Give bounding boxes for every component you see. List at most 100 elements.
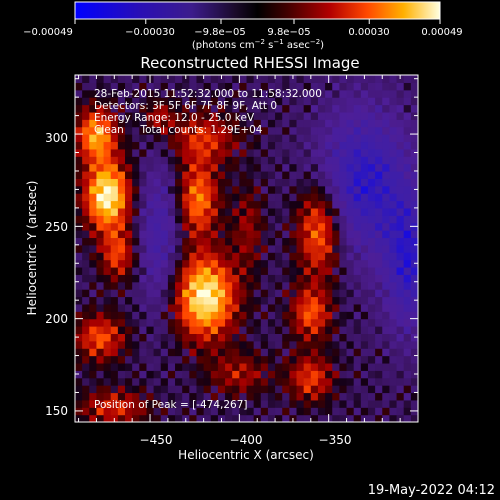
heatmap-cell (196, 252, 205, 261)
heatmap-cell (125, 163, 133, 172)
heatmap-cell (189, 119, 198, 128)
heatmap-cell (339, 414, 348, 422)
heatmap-cell (267, 266, 276, 275)
heatmap-cell (175, 215, 183, 224)
heatmap-cell (146, 148, 155, 157)
heatmap-cell (189, 385, 198, 394)
heatmap-cell (360, 303, 369, 312)
heatmap-cell (325, 97, 333, 106)
heatmap-cell (375, 289, 383, 298)
heatmap-cell (125, 178, 133, 187)
heatmap-cell (167, 134, 176, 143)
heatmap-cell (375, 303, 383, 312)
heatmap-cell (175, 134, 183, 143)
heatmap-cell (96, 141, 105, 150)
heatmap-cell (167, 104, 176, 113)
heatmap-cell (375, 230, 383, 239)
heatmap-cell (239, 303, 248, 312)
heatmap-cell (89, 200, 98, 209)
heatmap-cell (160, 111, 169, 120)
heatmap-cell (232, 355, 240, 364)
heatmap-cell (196, 392, 205, 401)
heatmap-cell (332, 134, 340, 143)
heatmap-cell (82, 348, 90, 357)
heatmap-cell (260, 75, 269, 83)
heatmap-cell (282, 222, 290, 231)
heatmap-cell (182, 311, 190, 320)
x-tick-label-0: −450 (140, 433, 173, 447)
heatmap-cell (275, 362, 283, 371)
heatmap-cell (303, 348, 312, 357)
heatmap-cell (325, 281, 333, 290)
heatmap-cell (189, 362, 198, 371)
heatmap-cell (103, 119, 112, 128)
heatmap-cell (103, 370, 112, 379)
heatmap-cell (203, 414, 212, 422)
y-tick-label-0: 150 (45, 404, 68, 418)
heatmap-cell (89, 111, 98, 120)
heatmap-cell (325, 89, 333, 98)
heatmap-cell (146, 244, 155, 253)
heatmap-cell (396, 296, 405, 305)
heatmap-cell (75, 134, 83, 143)
heatmap-cell (153, 104, 162, 113)
heatmap-cell (260, 266, 269, 275)
heatmap-cell (232, 134, 240, 143)
heatmap-cell (375, 348, 383, 357)
heatmap-cell (310, 119, 319, 128)
heatmap-cell (167, 289, 176, 298)
heatmap-cell (360, 333, 369, 342)
heatmap-cell (225, 281, 233, 290)
heatmap-cell (139, 170, 148, 179)
heatmap-cell (232, 222, 240, 231)
heatmap-cell (75, 215, 83, 224)
heatmap-cell (203, 163, 212, 172)
heatmap-cell (196, 259, 205, 268)
heatmap-cell (282, 89, 290, 98)
heatmap-cell (75, 266, 83, 275)
heatmap-cell (396, 318, 405, 327)
heatmap-cell (260, 326, 269, 334)
heatmap-cell (339, 178, 348, 187)
heatmap-cell (153, 170, 162, 179)
heatmap-cell (175, 222, 183, 231)
heatmap-cell (160, 215, 169, 224)
heatmap-cell (175, 119, 183, 128)
heatmap-cell (232, 104, 240, 113)
heatmap-cell (389, 185, 398, 194)
heatmap-cell (382, 348, 391, 357)
heatmap-cell (332, 399, 340, 408)
heatmap-cell (139, 362, 148, 371)
heatmap-cell (117, 414, 126, 422)
heatmap-cell (153, 362, 162, 371)
heatmap-cell (332, 311, 340, 320)
heatmap-cell (389, 252, 398, 261)
heatmap-cell (210, 222, 219, 231)
heatmap-cell (410, 377, 418, 386)
heatmap-cell (310, 377, 319, 386)
heatmap-cell (196, 370, 205, 379)
heatmap-cell (339, 104, 348, 113)
heatmap-cell (203, 311, 212, 320)
heatmap-cell (310, 163, 319, 172)
heatmap-cell (232, 326, 240, 334)
heatmap-cell (210, 215, 219, 224)
heatmap-cell (175, 244, 183, 253)
heatmap-cell (132, 207, 140, 216)
heatmap-cell (96, 111, 105, 120)
heatmap-cell (189, 200, 198, 209)
heatmap-cell (325, 222, 333, 231)
heatmap-cell (75, 340, 83, 349)
heatmap-cell (403, 230, 412, 239)
heatmap-cell (146, 266, 155, 275)
heatmap-cell (239, 289, 248, 298)
heatmap-cell (353, 134, 362, 143)
heatmap-cell (410, 237, 418, 246)
heatmap-cell (182, 97, 190, 106)
heatmap-cell (225, 119, 233, 128)
heatmap-cell (339, 237, 348, 246)
heatmap-cell (296, 326, 305, 334)
heatmap-cell (132, 326, 140, 334)
heatmap-cell (182, 200, 190, 209)
heatmap-cell (146, 104, 155, 113)
